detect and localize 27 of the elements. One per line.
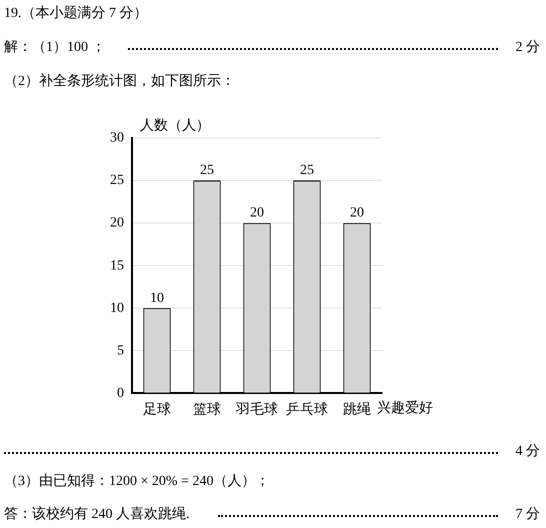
y-tick-label: 20 [110, 216, 124, 231]
text: 2 分 [516, 38, 540, 56]
y-tick-label: 10 [110, 300, 124, 316]
y-tick-label: 15 [110, 258, 124, 274]
x-tick-label: 羽毛球 [235, 401, 278, 418]
y-tick-label: 0 [117, 386, 124, 401]
text: （2）补全条形统计图，如下图所示： [4, 72, 235, 90]
y-tick-label: 30 [110, 130, 124, 146]
text: 答：该校约有 240 人喜欢跳绳. [4, 505, 190, 523]
y-tick-label: 5 [117, 343, 124, 358]
text: 7 分 [516, 506, 540, 523]
y-tick-label: 25 [110, 173, 124, 188]
y-axis-title: 人数（人） [140, 118, 210, 134]
text: 4 分 [516, 442, 540, 460]
data-label: 25 [300, 163, 314, 178]
x-axis-title: 兴趣爱好 [377, 400, 433, 416]
x-tick-label: 乒乓球 [286, 401, 328, 418]
x-tick-label: 篮球 [193, 401, 221, 418]
text: 解：（1）100 ； [4, 39, 106, 56]
data-label: 20 [250, 206, 264, 221]
data-label: 10 [150, 290, 164, 306]
data-label: 20 [350, 206, 364, 221]
text: （3）由已知得：1200 × 20% = 240（人）； [4, 472, 270, 490]
x-tick-label: 跳绳 [343, 401, 371, 418]
x-tick-label: 足球 [143, 401, 171, 418]
data-label: 25 [200, 163, 214, 178]
text: 19.（本小题满分 7 分） [4, 4, 148, 22]
